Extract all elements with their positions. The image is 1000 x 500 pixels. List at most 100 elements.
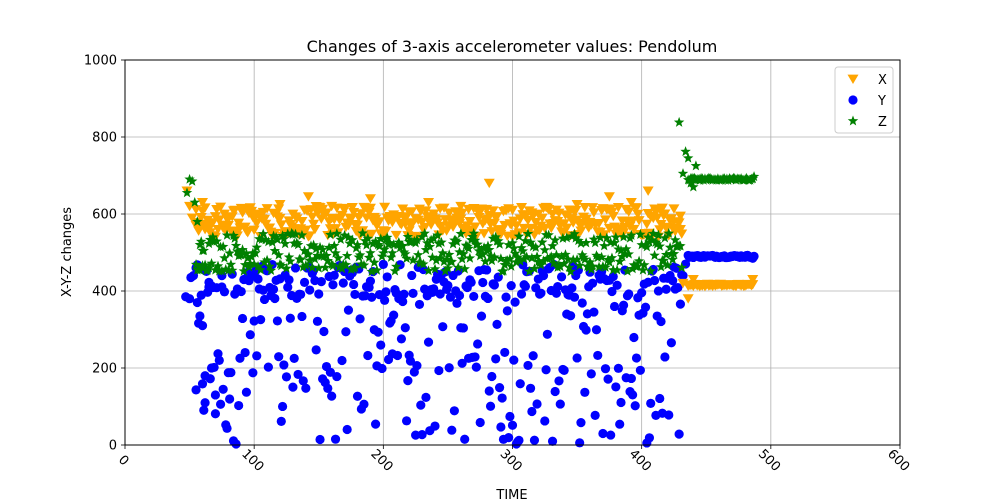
point-z [618,231,629,242]
point-x [642,186,654,196]
point-y [293,369,303,380]
point-z [592,252,603,263]
point-y [382,272,392,282]
point-z [587,260,598,271]
point-z [564,262,575,273]
point-x [623,207,635,217]
point-x [300,225,312,236]
point-y [489,280,500,290]
point-y [192,297,202,308]
point-z [546,251,557,262]
point-z [583,262,594,273]
point-z [601,232,613,243]
point-y [338,278,348,288]
point-z [285,255,296,266]
point-y [445,292,456,302]
point-x [579,203,591,213]
point-y [314,289,324,299]
point-y [263,362,273,372]
point-y [529,435,540,445]
y-tick-label: 1000 [84,54,117,69]
point-y [444,363,454,373]
point-z [378,247,389,258]
point-z [290,228,301,239]
point-z [589,237,601,248]
point-y [290,263,301,273]
point-z [283,251,295,262]
point-x [222,221,234,231]
point-z [650,236,662,247]
point-x [469,222,481,232]
point-z [648,228,659,239]
point-z [670,234,681,245]
point-y [355,314,365,324]
point-z [456,253,468,264]
legend-label-y: Y [877,94,886,109]
point-x [397,204,409,214]
point-y [485,401,496,411]
point-z [239,259,251,270]
point-y [470,352,480,362]
point-x [677,278,689,289]
point-z [536,236,548,247]
point-y [484,386,494,396]
point-x [655,219,667,230]
point-z [303,248,314,259]
chart-title: Changes of 3-axis accelerometer values: … [307,37,718,56]
point-z [282,228,293,239]
point-y [525,383,536,393]
point-y [222,423,232,433]
point-x [593,219,605,229]
point-z [194,264,206,275]
point-x [215,202,227,212]
point-y [452,298,462,308]
point-z [189,196,200,207]
point-z [363,252,375,263]
point-z [237,244,248,255]
point-y [487,371,497,382]
point-y [520,281,531,291]
point-z [335,234,346,245]
point-z [615,245,627,256]
point-y [613,363,624,373]
point-y [214,355,224,365]
point-z [317,244,328,255]
point-x [199,225,211,235]
point-x [403,207,415,218]
point-x [348,207,360,218]
point-x [587,203,599,213]
point-x [248,225,260,236]
point-z [529,263,540,274]
point-z [562,253,574,264]
point-y [454,290,465,301]
point-z [273,249,284,260]
point-y [536,288,546,298]
point-y [416,400,426,410]
point-z [238,265,250,276]
point-z [538,255,549,266]
point-x [516,203,528,213]
point-z [255,264,266,275]
point-z [427,252,438,262]
point-x [373,217,385,227]
point-z [493,235,504,246]
point-z [436,236,447,247]
legend: XYZ [834,66,894,134]
point-z [433,238,445,249]
point-x [464,217,476,227]
point-y [337,355,347,366]
point-y [341,327,351,337]
point-z [565,266,576,277]
point-z [549,234,561,245]
point-x [321,208,332,218]
point-z [555,261,566,272]
point-z [598,240,610,251]
point-z [640,239,651,250]
point-y [541,365,551,375]
point-y [323,383,333,393]
point-y [377,363,387,374]
point-x [561,223,573,234]
point-y [237,313,248,324]
